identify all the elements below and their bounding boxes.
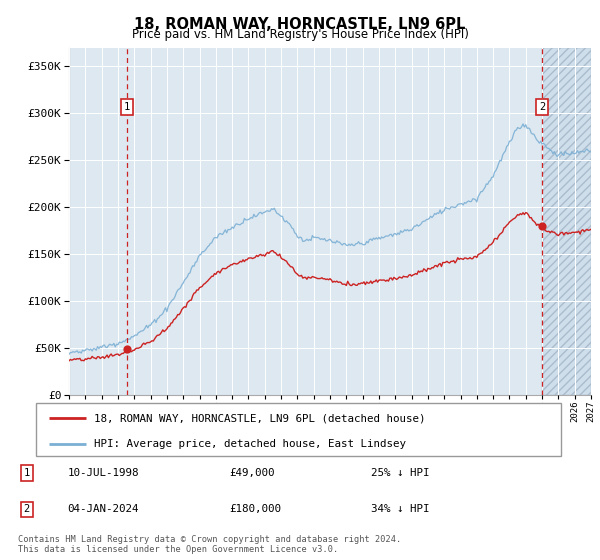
Text: 2: 2 [23,505,30,515]
Text: 1: 1 [124,101,130,111]
Bar [542,48,591,395]
Text: Contains HM Land Registry data © Crown copyright and database right 2024.
This d: Contains HM Land Registry data © Crown c… [18,535,401,554]
Bar [542,48,591,395]
Text: 18, ROMAN WAY, HORNCASTLE, LN9 6PL: 18, ROMAN WAY, HORNCASTLE, LN9 6PL [134,17,466,32]
FancyBboxPatch shape [36,403,561,456]
Text: 1: 1 [23,468,30,478]
Text: £180,000: £180,000 [229,505,281,515]
Text: 04-JAN-2024: 04-JAN-2024 [68,505,139,515]
Text: £49,000: £49,000 [229,468,275,478]
Text: 25% ↓ HPI: 25% ↓ HPI [371,468,429,478]
Text: 10-JUL-1998: 10-JUL-1998 [68,468,139,478]
Text: 2: 2 [539,101,545,111]
Text: 18, ROMAN WAY, HORNCASTLE, LN9 6PL (detached house): 18, ROMAN WAY, HORNCASTLE, LN9 6PL (deta… [94,413,425,423]
Text: HPI: Average price, detached house, East Lindsey: HPI: Average price, detached house, East… [94,438,406,449]
Point [538,221,547,230]
Text: 34% ↓ HPI: 34% ↓ HPI [371,505,429,515]
Text: Price paid vs. HM Land Registry's House Price Index (HPI): Price paid vs. HM Land Registry's House … [131,28,469,41]
Point [122,344,131,353]
